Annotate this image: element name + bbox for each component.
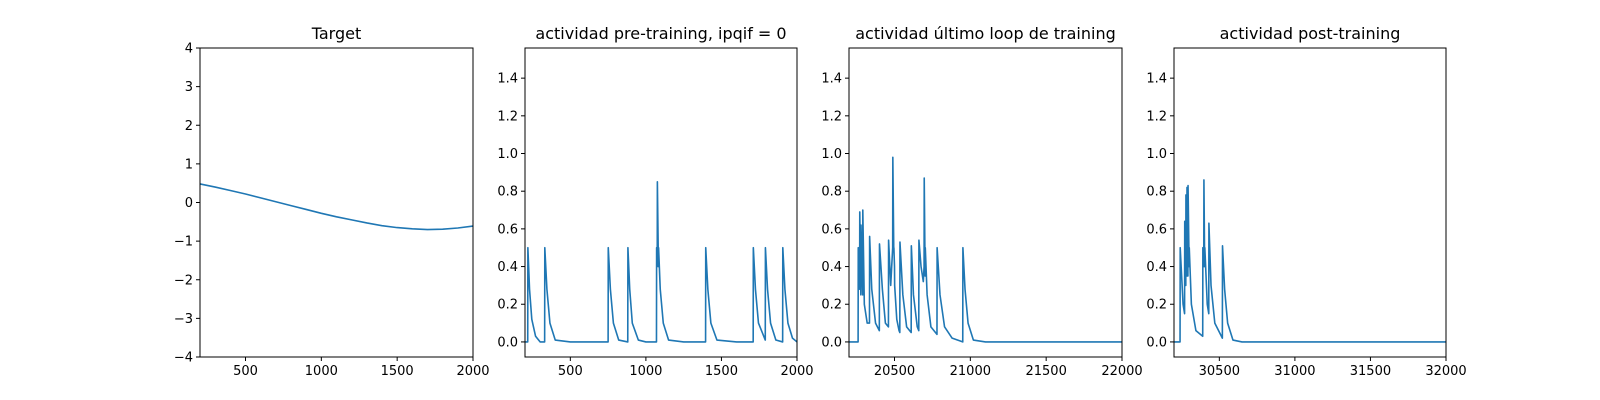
panel-title: actividad pre-training, ipqif = 0	[535, 24, 786, 43]
x-tick-label: 1000	[305, 364, 338, 379]
x-tick-label: 21500	[1025, 364, 1066, 379]
series-line-1	[199, 183, 474, 231]
panel-1: 500 1000 1500 2000 −4 −3 −2 −1 0 1 2 3 4 Target	[174, 24, 490, 379]
y-tick-label: 0.0	[1146, 335, 1167, 350]
panel-title: actividad post-training	[1220, 24, 1401, 43]
axes-frame	[199, 47, 474, 358]
y-tick-label: 1.4	[497, 72, 518, 87]
x-tick-label: 32000	[1425, 364, 1466, 379]
series-line-1	[1174, 179, 1446, 343]
y-tick-label: −3	[174, 312, 193, 327]
y-tick-label: 0.8	[497, 185, 518, 200]
y-tick-label: 0.8	[821, 185, 842, 200]
axes-frame	[1173, 47, 1447, 358]
y-tick-label: 1.0	[497, 147, 518, 162]
y-tick-label: 0.6	[497, 222, 518, 237]
x-tick-label: 1500	[705, 364, 738, 379]
y-tick-label: 0.6	[1146, 222, 1167, 237]
y-tick-label: 0	[185, 196, 193, 211]
y-tick-label: 0.8	[1146, 185, 1167, 200]
x-tick-label: 2000	[780, 364, 813, 379]
y-tick-label: 1.2	[497, 109, 518, 124]
panel-2: 500 1000 1500 2000 0.0 0.2 0.4 0.6 0.8 1.0 1.2 1.4 a…	[497, 24, 813, 379]
axes-frame	[848, 47, 1123, 358]
y-tick-label: 0.0	[497, 335, 518, 350]
y-tick-label: 1.2	[1146, 109, 1167, 124]
y-tick-label: 0.4	[821, 260, 842, 275]
y-tick-label: −2	[174, 273, 193, 288]
x-tick-label: 30500	[1199, 364, 1240, 379]
panel-title: actividad último loop de training	[855, 24, 1116, 43]
y-tick-label: 0.2	[497, 298, 518, 313]
x-tick-label: 1500	[381, 364, 414, 379]
series-line-1	[525, 180, 798, 343]
x-tick-label: 2000	[456, 364, 489, 379]
y-tick-label: 1.4	[821, 72, 842, 87]
y-tick-label: −4	[174, 351, 193, 366]
y-tick-label: 1	[185, 157, 193, 172]
y-tick-label: 1.0	[1146, 147, 1167, 162]
x-tick-label: 500	[558, 364, 583, 379]
axes-frame	[524, 47, 798, 358]
y-tick-label: 4	[185, 42, 193, 57]
y-tick-label: 2	[185, 119, 193, 134]
x-tick-label: 22000	[1101, 364, 1142, 379]
x-tick-label: 21000	[950, 364, 991, 379]
panel-title: Target	[311, 24, 362, 43]
y-tick-label: 0.4	[1146, 260, 1167, 275]
y-tick-label: 1.0	[821, 147, 842, 162]
y-tick-label: 1.2	[821, 109, 842, 124]
x-tick-label: 20500	[874, 364, 915, 379]
x-tick-label: 1000	[629, 364, 662, 379]
y-tick-label: 0.6	[821, 222, 842, 237]
y-tick-label: 0.2	[1146, 298, 1167, 313]
y-tick-label: 3	[185, 80, 193, 95]
series-line-1	[849, 156, 1122, 343]
x-tick-label: 31000	[1274, 364, 1315, 379]
x-tick-label: 500	[233, 364, 258, 379]
x-tick-label: 31500	[1350, 364, 1391, 379]
panel-4: 30500 31000 31500 32000 0.0 0.2 0.4 0.6 0.8 1.0 1.…	[1146, 24, 1466, 379]
y-tick-label: 0.0	[821, 335, 842, 350]
y-tick-label: 0.2	[821, 298, 842, 313]
panel-3: 20500 21000 21500 22000 0.0 0.2 0.4 0.6 0.8 1.0 1.…	[821, 24, 1142, 379]
y-tick-label: 1.4	[1146, 72, 1167, 87]
y-tick-label: −1	[174, 235, 193, 250]
y-tick-label: 0.4	[497, 260, 518, 275]
